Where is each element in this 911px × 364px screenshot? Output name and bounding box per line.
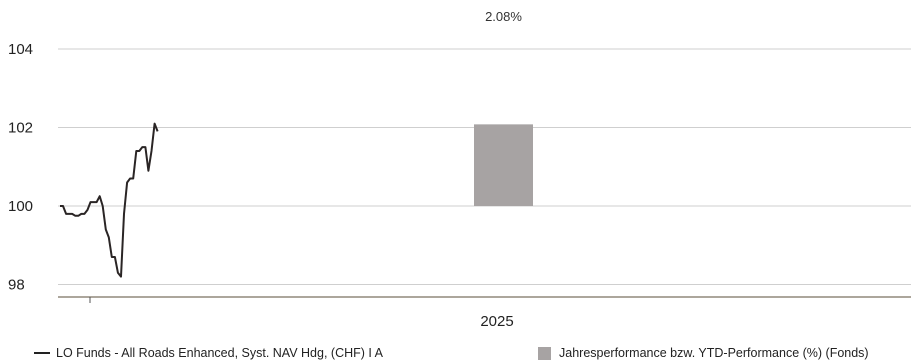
y-tick-label: 98	[8, 277, 25, 294]
bar-series	[474, 124, 533, 206]
y-tick-label: 104	[8, 41, 33, 58]
y-tick-label: 102	[8, 120, 33, 137]
y-tick-label: 100	[8, 198, 33, 215]
legend-bar-series: Jahresperformance bzw. YTD-Performance (…	[538, 346, 869, 360]
legend-bar-swatch	[538, 346, 551, 360]
legend-line-label: LO Funds - All Roads Enhanced, Syst. NAV…	[56, 346, 383, 360]
x-axis-label: 2025	[480, 313, 513, 330]
legend-line-series: LO Funds - All Roads Enhanced, Syst. NAV…	[34, 346, 383, 360]
bar-2025	[474, 124, 533, 206]
legend-bar-label: Jahresperformance bzw. YTD-Performance (…	[559, 346, 869, 360]
bar-value-label: 2.08%	[485, 9, 522, 24]
line-series	[60, 122, 159, 278]
nav-line	[60, 122, 159, 278]
legend-line-marker	[34, 352, 50, 354]
y-axis-ticks: 98 100 102 104	[8, 41, 33, 294]
